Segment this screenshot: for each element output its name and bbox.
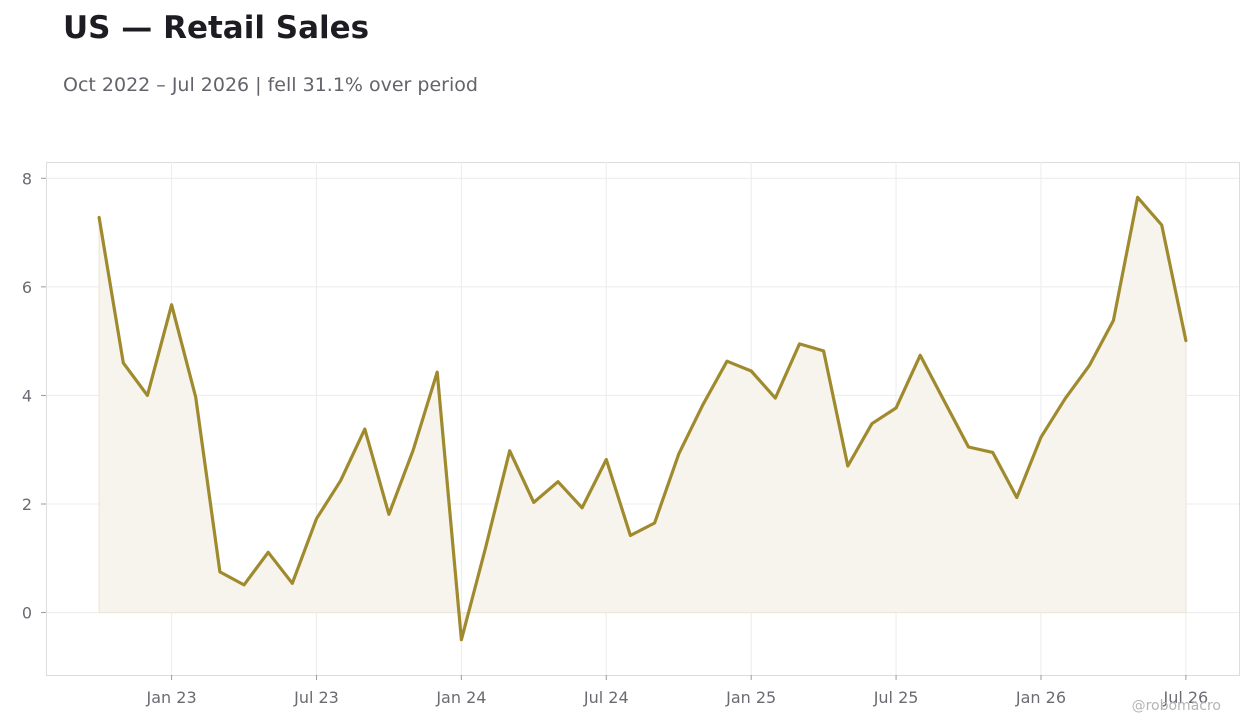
data-point bbox=[580, 506, 584, 510]
x-axis-ticks: Jan 23 Jul 23 Jan 24 Jul 24 Jan 25 Jul 25 Jan … bbox=[146, 675, 1208, 707]
data-point bbox=[194, 395, 198, 399]
data-point bbox=[942, 399, 946, 403]
data-point bbox=[1063, 397, 1067, 401]
data-point bbox=[145, 393, 149, 397]
data-point bbox=[1160, 223, 1164, 227]
data-point bbox=[1015, 496, 1019, 500]
data-point bbox=[1111, 319, 1115, 323]
data-point bbox=[170, 303, 174, 307]
data-point bbox=[653, 521, 657, 525]
data-point bbox=[484, 546, 488, 550]
x-tick-label: Jul 24 bbox=[583, 688, 629, 707]
y-tick-label: 2 bbox=[22, 495, 32, 514]
data-point bbox=[339, 479, 343, 483]
data-point bbox=[798, 342, 802, 346]
data-point bbox=[894, 406, 898, 410]
data-point bbox=[846, 464, 850, 468]
data-point bbox=[773, 396, 777, 400]
x-tick-label: Jan 26 bbox=[1015, 688, 1066, 707]
data-point bbox=[387, 512, 391, 516]
data-point bbox=[459, 638, 463, 642]
data-point bbox=[1184, 339, 1188, 343]
data-point bbox=[628, 534, 632, 538]
data-point bbox=[604, 458, 608, 462]
data-point bbox=[315, 517, 319, 521]
data-point bbox=[1087, 364, 1091, 368]
series-line bbox=[97, 195, 1188, 642]
y-tick-label: 8 bbox=[22, 169, 32, 188]
data-point bbox=[749, 369, 753, 373]
data-point bbox=[991, 450, 995, 454]
x-tick-label: Jul 25 bbox=[873, 688, 919, 707]
y-tick-label: 6 bbox=[22, 278, 32, 297]
plot-frame bbox=[46, 162, 1240, 676]
data-point bbox=[532, 500, 536, 504]
series-area-fill bbox=[98, 196, 1187, 640]
y-axis-ticks: 0 2 4 6 8 bbox=[22, 169, 46, 623]
data-point bbox=[242, 583, 246, 587]
data-point bbox=[411, 448, 415, 452]
data-point bbox=[556, 480, 560, 484]
data-point bbox=[918, 353, 922, 357]
data-point bbox=[266, 550, 270, 554]
data-point bbox=[363, 427, 367, 431]
data-point bbox=[508, 449, 512, 453]
x-tick-label: Jan 24 bbox=[435, 688, 486, 707]
data-point bbox=[967, 445, 971, 449]
data-point bbox=[822, 349, 826, 353]
data-point bbox=[870, 422, 874, 426]
y-tick-label: 0 bbox=[22, 604, 32, 623]
data-point bbox=[435, 370, 439, 374]
chart-subtitle: Oct 2022 – Jul 2026 | fell 31.1% over pe… bbox=[63, 74, 478, 96]
data-point bbox=[677, 452, 681, 456]
data-point bbox=[1136, 195, 1140, 199]
x-tick-label: Jul 26 bbox=[1162, 688, 1208, 707]
x-tick-label: Jan 23 bbox=[146, 688, 197, 707]
data-point bbox=[218, 570, 222, 574]
x-tick-label: Jan 25 bbox=[725, 688, 776, 707]
x-tick-label: Jul 23 bbox=[293, 688, 339, 707]
chart-title: US — Retail Sales bbox=[63, 10, 370, 46]
data-point bbox=[290, 581, 294, 585]
data-point bbox=[1039, 435, 1043, 439]
data-point bbox=[121, 361, 125, 365]
watermark: @robomacro bbox=[1132, 698, 1221, 714]
data-point bbox=[701, 403, 705, 407]
y-tick-label: 4 bbox=[22, 386, 32, 405]
data-point bbox=[97, 215, 101, 219]
data-point bbox=[725, 359, 729, 363]
